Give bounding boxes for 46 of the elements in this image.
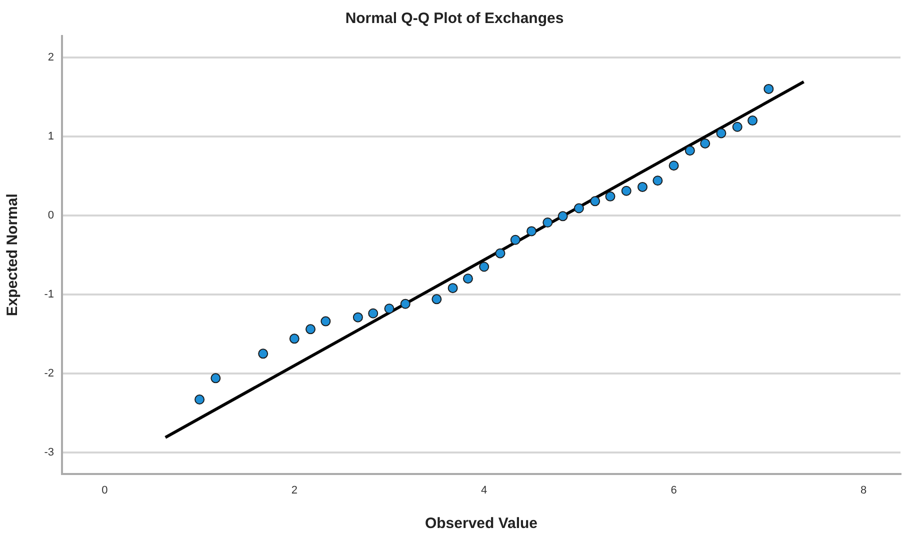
point: [605, 191, 616, 202]
point: [479, 262, 490, 272]
point: [384, 304, 394, 314]
x-tick-label: 8: [860, 484, 867, 496]
point: [368, 308, 378, 318]
point: [306, 324, 316, 334]
point: [684, 146, 695, 156]
point: [258, 348, 268, 359]
point: [510, 234, 520, 245]
point: [400, 298, 410, 309]
x-tick-label: 4: [481, 484, 488, 496]
point: [448, 283, 458, 294]
point: [558, 211, 568, 222]
point: [495, 248, 506, 258]
point: [289, 334, 300, 344]
point: [716, 128, 726, 138]
y-tick-label: -2: [44, 367, 54, 380]
x-tick-label: 0: [102, 484, 108, 496]
point: [732, 122, 742, 132]
point: [462, 274, 473, 284]
x-axis-title: Observed Value: [424, 515, 538, 532]
point: [638, 182, 648, 192]
y-tick-label: -1: [44, 288, 54, 300]
point: [526, 226, 537, 236]
point: [194, 394, 205, 405]
point: [748, 116, 758, 126]
point: [432, 294, 442, 304]
point: [621, 186, 632, 196]
point: [210, 373, 221, 384]
point: [668, 160, 679, 171]
chart-title: Normal Q-Q Plot of Exchanges: [345, 10, 564, 28]
point: [352, 312, 363, 322]
y-tick-label: 1: [48, 130, 54, 142]
y-axis-title: Expected Normal: [4, 194, 22, 316]
point: [764, 84, 774, 94]
point: [590, 196, 600, 206]
point: [574, 203, 584, 214]
point: [320, 316, 331, 326]
x-tick-label: 6: [670, 484, 677, 496]
point: [700, 138, 710, 148]
y-tick-label: 0: [48, 209, 54, 222]
x-tick-label: 2: [291, 484, 298, 496]
point: [652, 176, 663, 186]
point: [542, 218, 553, 228]
y-tick-label: 2: [48, 51, 54, 64]
y-tick-label: -3: [44, 446, 54, 458]
